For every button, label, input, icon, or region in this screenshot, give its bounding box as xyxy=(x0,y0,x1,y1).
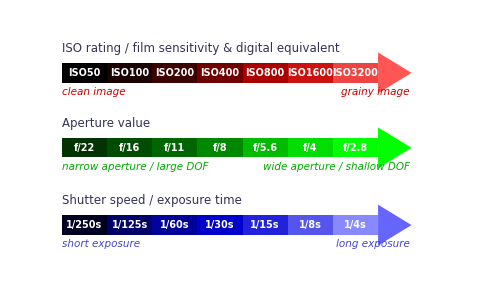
Text: wide aperture / shallow DOF: wide aperture / shallow DOF xyxy=(263,162,410,172)
Text: 1/60s: 1/60s xyxy=(160,220,190,230)
Text: short exposure: short exposure xyxy=(62,239,140,249)
Text: Shutter speed / exposure time: Shutter speed / exposure time xyxy=(62,194,242,207)
Text: 1/125s: 1/125s xyxy=(111,220,148,230)
Bar xyxy=(62,138,107,158)
Polygon shape xyxy=(378,53,411,93)
Bar xyxy=(197,138,242,158)
Polygon shape xyxy=(378,127,411,168)
Bar xyxy=(288,63,333,83)
Text: f/22: f/22 xyxy=(74,143,95,153)
Text: 1/30s: 1/30s xyxy=(205,220,235,230)
Text: 1/250s: 1/250s xyxy=(66,220,103,230)
Text: ISO3200: ISO3200 xyxy=(333,68,378,78)
Text: clean image: clean image xyxy=(62,87,125,97)
Text: f/8: f/8 xyxy=(213,143,227,153)
Text: ISO rating / film sensitivity & digital equivalent: ISO rating / film sensitivity & digital … xyxy=(62,42,339,55)
Text: f/4: f/4 xyxy=(303,143,318,153)
Bar xyxy=(107,215,152,235)
Text: ISO100: ISO100 xyxy=(110,68,149,78)
Bar xyxy=(333,215,378,235)
Bar xyxy=(333,138,378,158)
Text: ISO800: ISO800 xyxy=(245,68,285,78)
Text: ISO1600: ISO1600 xyxy=(288,68,333,78)
Text: f/2.8: f/2.8 xyxy=(343,143,368,153)
Bar xyxy=(288,138,333,158)
Bar xyxy=(152,138,197,158)
Text: ISO50: ISO50 xyxy=(68,68,101,78)
Bar xyxy=(288,215,333,235)
Bar xyxy=(242,138,288,158)
Text: Aperture value: Aperture value xyxy=(62,117,150,130)
Bar xyxy=(197,215,242,235)
Polygon shape xyxy=(378,205,411,245)
Text: 1/15s: 1/15s xyxy=(251,220,280,230)
Text: 1/4s: 1/4s xyxy=(344,220,367,230)
Bar xyxy=(152,63,197,83)
Bar xyxy=(152,215,197,235)
Text: ISO400: ISO400 xyxy=(200,68,240,78)
Text: long exposure: long exposure xyxy=(336,239,410,249)
Bar xyxy=(107,138,152,158)
Text: 1/8s: 1/8s xyxy=(299,220,322,230)
Text: f/11: f/11 xyxy=(164,143,185,153)
Bar xyxy=(242,63,288,83)
Bar xyxy=(62,63,107,83)
Text: grainy image: grainy image xyxy=(341,87,410,97)
Bar xyxy=(107,63,152,83)
Bar xyxy=(333,63,378,83)
Text: ISO200: ISO200 xyxy=(155,68,194,78)
Bar xyxy=(242,215,288,235)
Text: f/16: f/16 xyxy=(119,143,140,153)
Bar xyxy=(62,215,107,235)
Bar xyxy=(197,63,242,83)
Text: f/5.6: f/5.6 xyxy=(252,143,277,153)
Text: narrow aperture / large DOF: narrow aperture / large DOF xyxy=(62,162,208,172)
